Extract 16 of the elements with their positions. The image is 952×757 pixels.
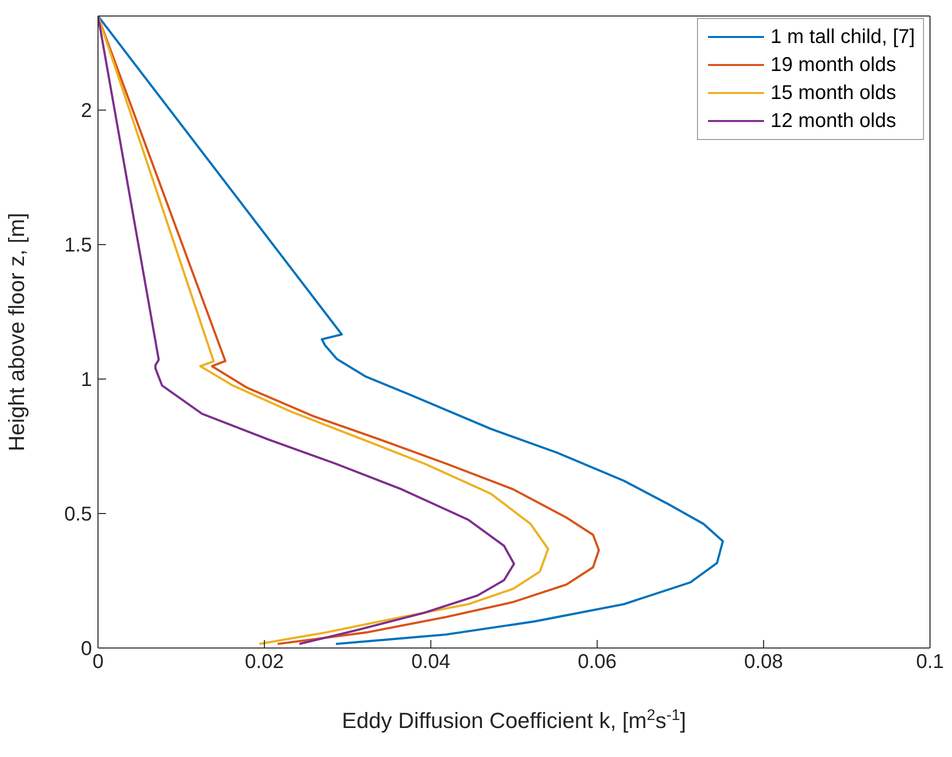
y-tick-label: 0.5 [64,504,92,526]
y-tick-label: 1 [80,369,92,392]
x-tick-label: 0.04 [411,651,450,674]
legend-label: 1 m tall child, [7] [770,25,915,50]
legend-label: 12 month olds [770,109,896,134]
x-tick-label: 0.1 [916,651,944,674]
x-tick-label: 0.06 [578,651,617,674]
x-axis-title: Eddy Diffusion Coefficient k, [m$^{2}$s$^{-1}$] [342,706,686,733]
y-axis-title: Height above floor z, [m] [4,212,29,452]
x-tick-label: 0.08 [744,651,784,674]
legend-label: 19 month olds [770,53,896,78]
y-tick-label: 1.5 [64,234,92,257]
x-tick-label: 0.02 [244,651,284,674]
y-tick-label: 2 [80,100,92,122]
line-series [98,16,724,646]
legend-label: 15 month olds [770,81,896,106]
